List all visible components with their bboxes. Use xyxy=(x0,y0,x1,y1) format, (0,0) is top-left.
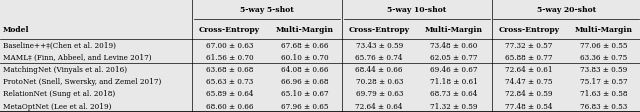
Text: 63.68 ± 0.68: 63.68 ± 0.68 xyxy=(205,66,253,73)
Text: 73.83 ± 0.59: 73.83 ± 0.59 xyxy=(580,66,627,73)
Text: 60.10 ± 0.70: 60.10 ± 0.70 xyxy=(280,53,328,61)
Text: 5-way 10-shot: 5-way 10-shot xyxy=(387,6,446,14)
Text: MetaOptNet (Lee et al. 2019): MetaOptNet (Lee et al. 2019) xyxy=(3,102,112,110)
Text: 68.60 ± 0.66: 68.60 ± 0.66 xyxy=(205,102,253,110)
Text: Multi-Margin: Multi-Margin xyxy=(575,25,633,33)
Text: 65.76 ± 0.74: 65.76 ± 0.74 xyxy=(355,53,403,61)
Text: 67.00 ± 0.63: 67.00 ± 0.63 xyxy=(205,41,253,49)
Text: MatchingNet (Vinyals et al. 2016): MatchingNet (Vinyals et al. 2016) xyxy=(3,66,127,73)
Text: MAML‡ (Finn, Abbeel, and Levine 2017): MAML‡ (Finn, Abbeel, and Levine 2017) xyxy=(3,53,152,61)
Text: 68.73 ± 0.64: 68.73 ± 0.64 xyxy=(430,90,478,98)
Text: 65.63 ± 0.73: 65.63 ± 0.73 xyxy=(206,78,253,85)
Text: 72.84 ± 0.59: 72.84 ± 0.59 xyxy=(505,90,553,98)
Text: 63.36 ± 0.75: 63.36 ± 0.75 xyxy=(580,53,627,61)
Text: Multi-Margin: Multi-Margin xyxy=(275,25,333,33)
Text: 77.32 ± 0.57: 77.32 ± 0.57 xyxy=(505,41,553,49)
Text: 65.10 ± 0.67: 65.10 ± 0.67 xyxy=(280,90,328,98)
Text: 64.08 ± 0.66: 64.08 ± 0.66 xyxy=(280,66,328,73)
Text: Model: Model xyxy=(3,25,29,33)
Text: 69.46 ± 0.67: 69.46 ± 0.67 xyxy=(430,66,478,73)
Text: 73.43 ± 0.59: 73.43 ± 0.59 xyxy=(356,41,403,49)
Text: 65.89 ± 0.64: 65.89 ± 0.64 xyxy=(205,90,253,98)
Text: 77.48 ± 0.54: 77.48 ± 0.54 xyxy=(505,102,553,110)
Text: 62.05 ± 0.77: 62.05 ± 0.77 xyxy=(430,53,478,61)
Text: 72.64 ± 0.64: 72.64 ± 0.64 xyxy=(355,102,403,110)
Text: 67.96 ± 0.65: 67.96 ± 0.65 xyxy=(280,102,328,110)
Text: 66.96 ± 0.68: 66.96 ± 0.68 xyxy=(280,78,328,85)
Text: 75.17 ± 0.57: 75.17 ± 0.57 xyxy=(580,78,628,85)
Text: 71.18 ± 0.61: 71.18 ± 0.61 xyxy=(430,78,478,85)
Text: Cross-Entropy: Cross-Entropy xyxy=(499,25,559,33)
Text: 5-way 20-shot: 5-way 20-shot xyxy=(537,6,596,14)
Text: 67.68 ± 0.66: 67.68 ± 0.66 xyxy=(280,41,328,49)
Text: 5-way 5-shot: 5-way 5-shot xyxy=(240,6,294,14)
Text: Cross-Entropy: Cross-Entropy xyxy=(199,25,260,33)
Text: 65.88 ± 0.77: 65.88 ± 0.77 xyxy=(505,53,553,61)
Text: 71.63 ± 0.58: 71.63 ± 0.58 xyxy=(580,90,628,98)
Text: 61.56 ± 0.70: 61.56 ± 0.70 xyxy=(205,53,253,61)
Text: 72.64 ± 0.61: 72.64 ± 0.61 xyxy=(505,66,553,73)
Text: 70.28 ± 0.63: 70.28 ± 0.63 xyxy=(355,78,403,85)
Text: 69.79 ± 0.63: 69.79 ± 0.63 xyxy=(355,90,403,98)
Text: RelationNet (Sung et al. 2018): RelationNet (Sung et al. 2018) xyxy=(3,90,115,98)
Text: Cross-Entropy: Cross-Entropy xyxy=(349,25,410,33)
Text: Multi-Margin: Multi-Margin xyxy=(425,25,483,33)
Text: Baseline++‡(Chen et al. 2019): Baseline++‡(Chen et al. 2019) xyxy=(3,41,116,49)
Text: 71.32 ± 0.59: 71.32 ± 0.59 xyxy=(430,102,478,110)
Text: 76.83 ± 0.53: 76.83 ± 0.53 xyxy=(580,102,627,110)
Text: 77.06 ± 0.55: 77.06 ± 0.55 xyxy=(580,41,628,49)
Text: ProtoNet (Snell, Swersky, and Zemel 2017): ProtoNet (Snell, Swersky, and Zemel 2017… xyxy=(3,78,161,85)
Text: 68.44 ± 0.66: 68.44 ± 0.66 xyxy=(355,66,403,73)
Text: 73.48 ± 0.60: 73.48 ± 0.60 xyxy=(430,41,478,49)
Text: 74.47 ± 0.75: 74.47 ± 0.75 xyxy=(505,78,553,85)
